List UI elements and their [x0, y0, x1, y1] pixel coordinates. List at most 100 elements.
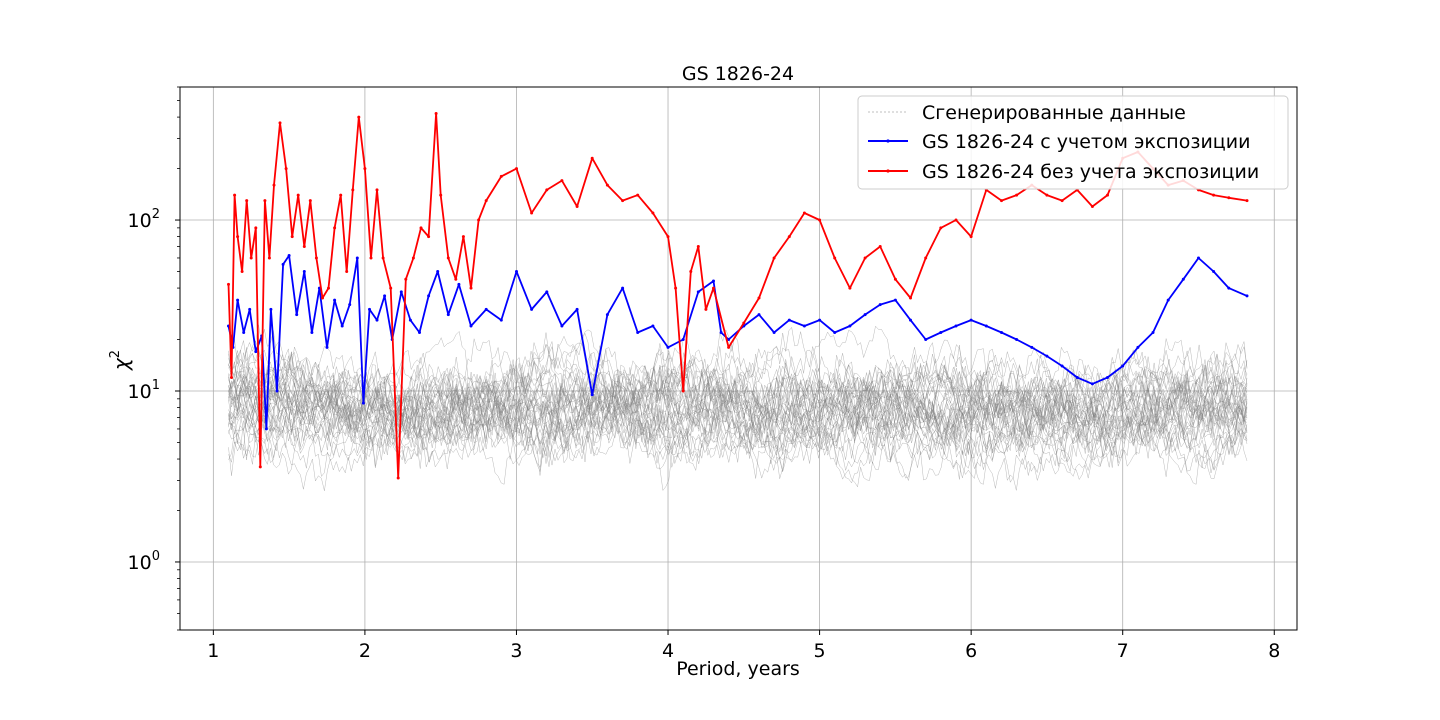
series-0-point-29	[427, 294, 431, 298]
series-0-point-78	[1136, 345, 1140, 349]
series-0-point-69	[1000, 331, 1003, 334]
series-1-point-24	[351, 188, 355, 192]
series-0-point-24	[383, 294, 387, 298]
series-1-point-65	[772, 256, 776, 260]
series-0-point-16	[325, 345, 329, 349]
series-1-point-28	[375, 188, 379, 192]
series-0-point-23	[375, 318, 379, 322]
series-0-point-77	[1121, 364, 1125, 368]
series-1-point-83	[1045, 193, 1049, 197]
series-0-point-47	[681, 338, 685, 341]
series-1-point-33	[411, 256, 415, 260]
series-1-point-34	[419, 226, 423, 230]
series-1-point-20	[327, 286, 330, 290]
series-1-point-46	[530, 211, 534, 215]
chart-title: GS 1826-24	[682, 63, 794, 85]
series-0-point-59	[848, 324, 852, 328]
series-1-point-13	[284, 167, 288, 171]
series-0-point-55	[787, 318, 791, 322]
series-1-point-78	[969, 235, 973, 239]
series-0-point-40	[575, 307, 579, 311]
generated-line-29	[228, 342, 1248, 481]
x-tick-label-1: 2	[359, 640, 371, 662]
series-1-point-7	[254, 226, 258, 230]
series-0-point-54	[772, 331, 776, 334]
series-1-point-51	[605, 183, 609, 187]
series-0-point-38	[545, 290, 549, 294]
series-1-point-21	[333, 226, 337, 230]
series-1-point-22	[339, 193, 343, 197]
generated-line-35	[228, 348, 1248, 458]
series-1-point-76	[939, 226, 943, 230]
series-0-point-73	[1060, 364, 1064, 368]
series-1-point-57	[681, 389, 685, 393]
series-0-point-26	[399, 290, 403, 294]
y-axis-label-base: χ	[109, 357, 133, 371]
series-0-point-58	[833, 331, 837, 334]
series-1-point-5	[245, 199, 249, 203]
y-tick-label-2: 102	[128, 207, 160, 232]
series-1-point-62	[727, 345, 731, 349]
series-1-point-53	[636, 193, 640, 197]
y-tick-label-1: 101	[128, 378, 160, 403]
series-0-point-32	[457, 282, 461, 286]
series-1-point-73	[893, 277, 897, 281]
generated-line-38	[228, 363, 1248, 492]
series-1-point-1	[230, 376, 233, 379]
series-0-point-14	[310, 331, 314, 334]
series-0-point-36	[515, 270, 518, 273]
series-0-point-44	[636, 331, 640, 334]
series-0-point-7	[264, 427, 268, 431]
series-0-point-43	[621, 286, 625, 290]
generated-line-33	[228, 346, 1248, 469]
series-1-point-17	[308, 199, 312, 203]
series-1-point-87	[1106, 193, 1109, 197]
legend-marker-without-exposure	[886, 169, 890, 173]
series-1-point-32	[404, 277, 408, 281]
series-0-point-53	[757, 313, 761, 317]
series-0-point-56	[802, 324, 806, 328]
series-1-point-81	[1015, 193, 1019, 197]
series-0-point-49	[712, 279, 715, 283]
y-tick-label-0: 100	[128, 549, 160, 574]
generated-line-37	[228, 364, 1248, 459]
series-0-point-46	[666, 345, 670, 349]
series-0-point-75	[1090, 382, 1094, 386]
series-1-point-43	[484, 199, 488, 203]
series-1-point-25	[357, 115, 361, 119]
series-0-point-63	[909, 318, 912, 322]
series-1-point-66	[787, 235, 791, 239]
series-1-point-9	[263, 199, 267, 203]
generated-line-28	[228, 357, 1248, 472]
series-0-point-71	[1030, 345, 1034, 349]
series-1-point-55	[666, 235, 670, 239]
series-1-point-71	[863, 256, 867, 260]
generated-line-23	[228, 346, 1248, 467]
series-0-point-74	[1075, 376, 1079, 379]
series-0-point-83	[1212, 270, 1216, 273]
series-0-point-64	[924, 338, 928, 341]
series-1-point-31	[396, 476, 400, 480]
series-1-point-68	[818, 218, 822, 222]
legend-label-without-exposure: GS 1826-24 без учета экспозиции	[922, 161, 1259, 183]
series-1-point-47	[545, 188, 549, 192]
x-axis: 1 2 3 4 5 6 7 8	[207, 630, 1280, 662]
series-0-point-62	[893, 298, 897, 302]
series-1-point-49	[575, 205, 579, 208]
series-1-point-37	[439, 193, 443, 197]
series-1-point-50	[590, 156, 594, 160]
series-1-point-80	[1000, 199, 1003, 203]
series-0-point-72	[1045, 354, 1049, 358]
series-0-point-79	[1151, 331, 1155, 334]
series-0-point-5	[254, 350, 258, 354]
series-0-point-50	[719, 331, 723, 334]
series-1-point-77	[954, 218, 958, 222]
series-1-point-11	[272, 183, 276, 187]
series-1-point-45	[515, 167, 518, 171]
series-1-point-75	[924, 256, 928, 260]
series-0-point-45	[651, 324, 655, 328]
series-1-point-36	[434, 112, 438, 115]
series-1-point-10	[267, 256, 271, 260]
series-1-point-74	[909, 296, 912, 300]
series-1-point-12	[278, 121, 282, 125]
